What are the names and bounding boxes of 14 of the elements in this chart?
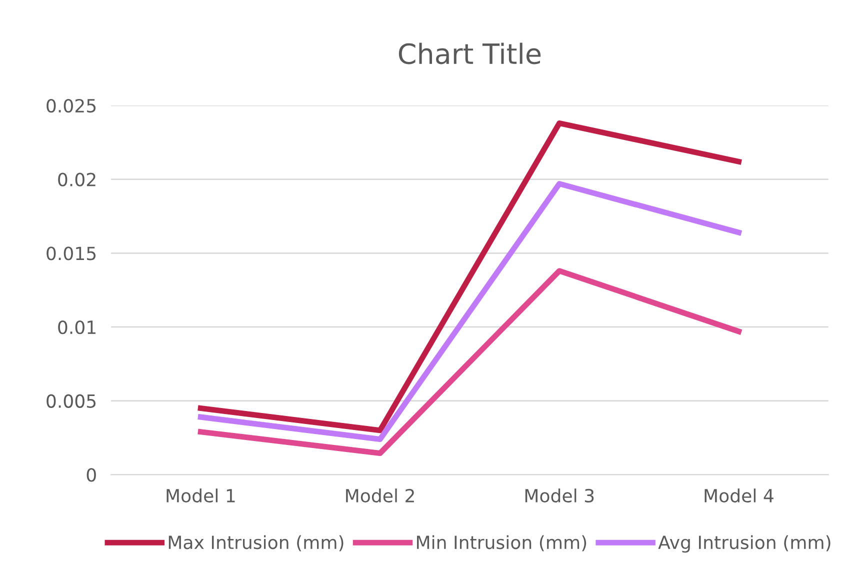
y-tick-label: 0.005 (46, 394, 96, 408)
chart-title: Chart Title (398, 42, 541, 64)
y-tick-label: 0.025 (46, 98, 96, 113)
legend-label: Min Intrusion (mm) (417, 535, 586, 552)
y-tick-label: 0.015 (46, 246, 96, 260)
y-tick-label: 0.02 (58, 172, 96, 186)
legend-label: Avg Intrusion (mm) (658, 535, 830, 553)
legend-label: Max Intrusion (mm) (168, 535, 344, 552)
x-tick-label: Model 4 (704, 488, 774, 503)
y-tick-label: 0.01 (58, 320, 96, 334)
y-tick-label: 0 (86, 468, 96, 482)
x-tick-label: Model 1 (166, 488, 235, 503)
x-tick-label: Model 3 (525, 488, 594, 503)
x-tick-label: Model 2 (346, 488, 414, 503)
